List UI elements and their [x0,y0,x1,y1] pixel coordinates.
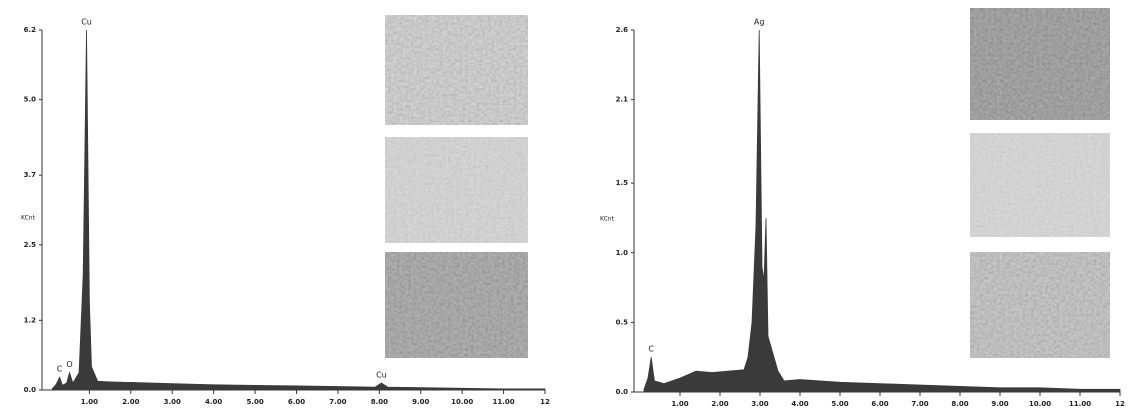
x-tick-label: 6.00 [871,400,888,408]
micrograph-texture [970,133,1110,237]
micrograph-texture [970,8,1110,120]
x-tick-label: 5.00 [246,398,263,406]
x-tick-label: 7.00 [911,400,928,408]
x-tick-label: 5.00 [831,400,848,408]
x-tick-label: 1.00 [81,398,98,406]
spectrum [51,29,546,391]
y-tick-label: 0.5 [616,318,629,326]
y-axis-label: KCnt [600,216,615,223]
y-tick-label: 1.5 [616,179,629,187]
x-tick-label: 10.00 [1029,400,1051,408]
y-tick-label: 2.6 [616,26,629,34]
micrograph-texture [385,252,528,358]
x-tick-label: 1.00 [671,400,688,408]
x-tick-label: 9.00 [991,400,1008,408]
peak-label: Ag [754,18,765,27]
x-tick-label: 3.00 [751,400,768,408]
micrograph-texture [385,15,528,125]
peak-label: Cu [376,371,387,380]
peak-label: Cu [81,18,92,27]
y-tick-label: 3.7 [24,171,37,179]
x-tick-label: 10.00 [451,398,473,406]
peak-label: C [57,365,63,374]
micrographs [385,8,1110,358]
micrograph-texture [385,137,528,243]
spectrum [643,29,1121,393]
micrograph-texture [970,252,1110,358]
y-tick-label: 5.0 [24,96,37,104]
x-tick-label: 2.00 [711,400,728,408]
x-tick-label: 2.00 [122,398,139,406]
y-tick-label: 2.5 [24,241,37,249]
peak-label: C [648,345,654,354]
y-axis-label: KCnt [21,215,36,222]
x-tick-label: 6.00 [288,398,305,406]
peak-label: O [66,360,72,369]
x-tick-label: 9.00 [412,398,429,406]
x-tick-label: 12 [1115,400,1125,408]
y-tick-label: 0.0 [616,388,629,396]
y-tick-label: 1.0 [616,249,629,257]
x-tick-label: 3.00 [164,398,181,406]
y-tick-label: 6.2 [24,26,37,34]
x-tick-label: 12 [540,398,550,406]
x-tick-label: 7.00 [329,398,346,406]
y-tick-label: 1.2 [24,316,37,324]
x-tick-label: 4.00 [205,398,222,406]
y-tick-label: 0.0 [24,386,37,394]
x-tick-label: 4.00 [791,400,808,408]
x-tick-label: 8.00 [371,398,388,406]
x-tick-label: 11.00 [493,398,515,406]
y-tick-label: 2.1 [616,96,629,104]
x-tick-label: 8.00 [951,400,968,408]
x-tick-label: 11.00 [1069,400,1091,408]
